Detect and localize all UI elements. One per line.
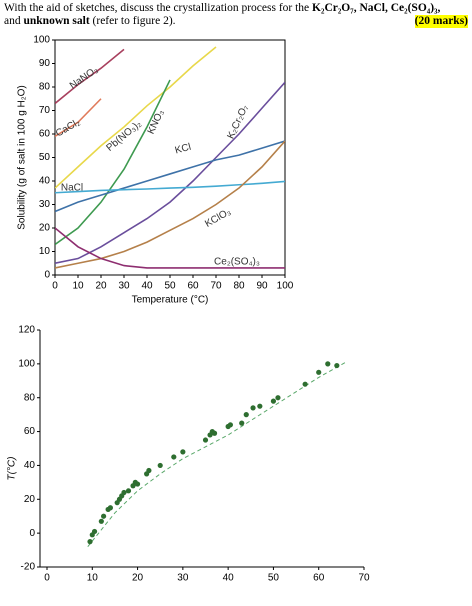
series-line	[55, 227, 285, 269]
series-line	[55, 140, 285, 269]
x-tick-label: 30	[177, 573, 189, 584]
x-tick-label: 60	[313, 573, 325, 584]
point	[101, 513, 107, 519]
series-line	[55, 98, 102, 138]
point	[180, 449, 186, 455]
text: K₂Cr₂O₇, NaCl, Ce₂(SO₄)₃,	[312, 2, 441, 14]
point	[275, 395, 281, 401]
x-axis-label: Temperature (°C)	[132, 295, 209, 306]
point	[227, 422, 234, 428]
y-tick-label: 60	[24, 426, 36, 437]
y-tick-label: 90	[39, 58, 51, 69]
y-tick-label: 40	[39, 176, 51, 187]
series-label: Pb(NO₃)₂	[105, 118, 144, 153]
series-line	[55, 180, 285, 194]
series-line	[55, 81, 285, 265]
series-label: NaNO₃	[68, 64, 100, 91]
x-tick-label: 70	[210, 281, 222, 292]
y-tick-label: 20	[39, 223, 51, 234]
point	[157, 462, 163, 469]
y-tick-label: 20	[24, 494, 36, 505]
y-tick-label: 0	[29, 528, 35, 539]
y-tick-label: 0	[44, 270, 50, 281]
point	[243, 412, 249, 418]
x-tick-label: 10	[87, 573, 99, 584]
x-tick-label: 70	[358, 573, 370, 584]
series-label: NaCl	[61, 183, 83, 194]
x-tick-label: 50	[164, 281, 176, 292]
x-tick-label: 60	[187, 281, 199, 292]
point	[171, 454, 177, 460]
point	[325, 361, 331, 367]
series-line	[55, 140, 285, 213]
question: With the aid of sketches, discuss the cr…	[4, 2, 468, 28]
point	[239, 420, 245, 426]
y-tick-label: 100	[33, 35, 50, 46]
y-tick-label: 50	[39, 152, 51, 163]
x-tick-label: 40	[223, 573, 235, 584]
text: With the aid of sketches, discuss the cr…	[4, 2, 313, 14]
x-tick-label: 80	[233, 281, 245, 292]
y-tick-label: 70	[39, 105, 51, 116]
y-tick-label: 80	[24, 392, 36, 403]
point	[334, 362, 340, 369]
point	[302, 381, 308, 387]
y-axis-label: T(°C)	[7, 457, 18, 481]
y-tick-label: 10	[39, 246, 51, 257]
x-tick-label: 20	[132, 573, 144, 584]
series-label: CaCl₂	[54, 117, 82, 140]
text: and	[4, 15, 24, 27]
point	[250, 405, 256, 411]
text: unknown salt	[23, 15, 90, 27]
point	[87, 539, 93, 545]
x-tick-label: 90	[256, 281, 268, 292]
point	[125, 488, 132, 494]
y-tick-label: 100	[18, 358, 35, 369]
series-label: Ce₂(SO₄)₃	[214, 257, 260, 268]
series-line	[55, 79, 171, 246]
y-tick-label: 80	[39, 82, 51, 93]
point	[91, 528, 98, 535]
y-tick-label: 40	[24, 460, 36, 471]
point	[146, 467, 152, 474]
x-tick-label: 40	[141, 281, 153, 292]
y-tick-label: 30	[39, 199, 51, 210]
y-tick-label: 60	[39, 129, 51, 140]
series-label: KCl	[174, 142, 192, 157]
marks: (20 marks)	[414, 15, 468, 28]
x-tick-label: 30	[118, 281, 130, 292]
point	[270, 398, 277, 404]
fit-line	[87, 361, 347, 547]
x-tick-label: 100	[277, 281, 294, 292]
point	[316, 369, 322, 375]
y-tick-label: 120	[18, 325, 35, 336]
point	[107, 505, 113, 511]
point	[257, 403, 263, 409]
y-tick-label: -20	[21, 562, 36, 573]
x-tick-label: 0	[44, 573, 50, 584]
text: (refer to figure 2).	[89, 15, 176, 27]
point	[202, 437, 209, 443]
point	[121, 489, 127, 496]
point	[98, 518, 104, 524]
x-tick-label: 0	[52, 281, 58, 292]
x-tick-label: 50	[268, 573, 280, 584]
series-line	[55, 48, 125, 105]
series-line	[55, 46, 217, 189]
point	[134, 481, 141, 487]
x-tick-label: 10	[72, 281, 84, 292]
x-tick-label: 20	[95, 281, 107, 292]
point	[211, 430, 218, 436]
y-axis-label: Solubility (g of salt in 100 g H₂O)	[17, 85, 28, 230]
